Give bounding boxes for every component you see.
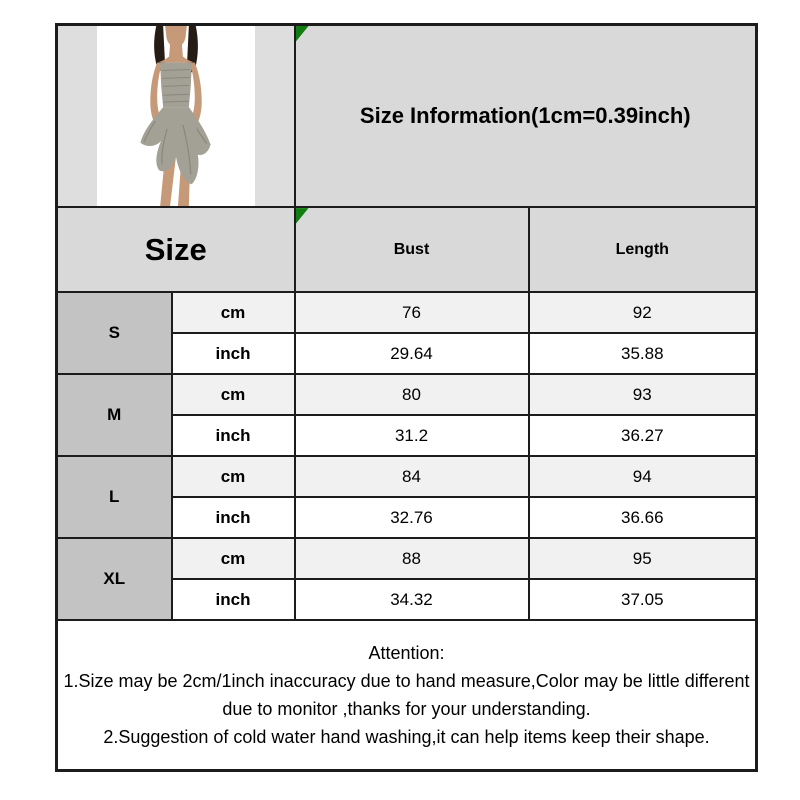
unit-label: cm (170, 291, 296, 335)
table-row: inch 31.2 36.27 (57, 414, 758, 458)
size-label-s: S (55, 291, 173, 376)
bust-value: 34.32 (293, 578, 530, 622)
attention-note-1: 1.Size may be 2cm/1inch inaccuracy due t… (63, 671, 750, 720)
bust-value: 29.64 (293, 332, 530, 376)
product-image (59, 26, 293, 206)
unit-label: inch (170, 332, 296, 376)
dress-photo (96, 26, 255, 206)
table-row: M cm 80 93 (55, 373, 758, 458)
size-label-m: M (55, 373, 173, 458)
header-row-image-title: Size Information(1cm=0.39inch) (55, 23, 758, 209)
size-label-xl: XL (55, 537, 173, 622)
unit-label: inch (170, 578, 296, 622)
unit-label: inch (170, 496, 296, 540)
unit-label: inch (170, 414, 296, 458)
table-row: XL cm 88 95 (55, 537, 758, 622)
unit-label: cm (170, 537, 296, 581)
table-row: S cm 76 92 (55, 291, 758, 376)
dress-model-illustration (140, 26, 211, 206)
bust-header-label: Bust (393, 240, 430, 258)
length-header-label: Length (615, 240, 669, 258)
size-info-title-cell: Size Information(1cm=0.39inch) (293, 23, 758, 209)
unit-label: cm (170, 455, 296, 499)
attention-title: Attention: (368, 643, 445, 664)
table-row: L cm 84 94 (55, 455, 758, 540)
table-row: inch 32.76 36.66 (57, 496, 758, 540)
column-header-row: Size Bust Length (55, 206, 758, 294)
size-column-header: Size (55, 206, 296, 294)
length-column-header: Length (527, 206, 758, 294)
attention-note-2: 2.Suggestion of cold water hand washing,… (103, 727, 710, 748)
attention-section: Attention: 1.Size may be 2cm/1inch inacc… (55, 619, 758, 772)
length-value: 94 (527, 455, 758, 499)
bust-column-header: Bust (293, 206, 530, 294)
bust-value: 84 (293, 455, 530, 499)
length-value: 37.05 (527, 578, 758, 622)
bust-value: 88 (293, 537, 530, 581)
length-value: 36.66 (527, 496, 758, 540)
bust-value: 76 (293, 291, 530, 335)
bust-value: 32.76 (293, 496, 530, 540)
length-value: 92 (527, 291, 758, 335)
table-row: inch 29.64 35.88 (57, 332, 758, 376)
length-value: 35.88 (527, 332, 758, 376)
size-info-title: Size Information(1cm=0.39inch) (359, 103, 691, 129)
size-chart-table: Size Information(1cm=0.39inch) Size Bust… (55, 23, 759, 772)
size-label-l: L (55, 455, 173, 540)
green-corner-marker-icon (296, 209, 309, 225)
attention-row: Attention: 1.Size may be 2cm/1inch inacc… (55, 619, 758, 772)
green-corner-marker-icon (296, 26, 309, 42)
length-value: 95 (527, 537, 758, 581)
table-row: inch 34.32 37.05 (57, 578, 758, 622)
bust-value: 31.2 (293, 414, 530, 458)
length-value: 36.27 (527, 414, 758, 458)
product-image-cell (55, 23, 296, 209)
bust-value: 80 (293, 373, 530, 417)
length-value: 93 (527, 373, 758, 417)
unit-label: cm (170, 373, 296, 417)
